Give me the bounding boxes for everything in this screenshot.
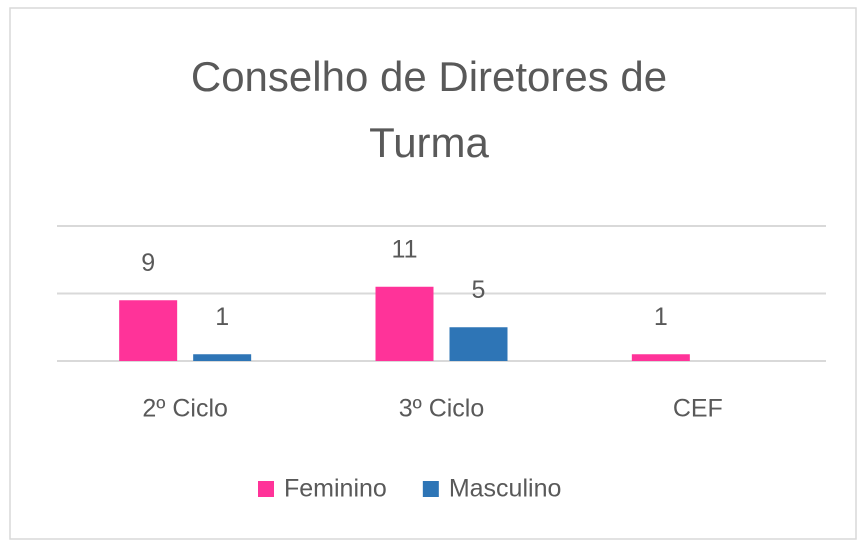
x-tick-label: 3º Ciclo	[399, 395, 485, 423]
bar	[119, 300, 178, 361]
legend-label: Masculino	[449, 475, 562, 503]
data-label: 5	[472, 276, 486, 304]
chart-border	[9, 7, 857, 540]
bar	[193, 354, 252, 361]
bar	[449, 327, 508, 361]
bar	[631, 354, 690, 361]
legend-swatch	[422, 481, 439, 497]
data-label: 11	[392, 235, 418, 263]
legend-label: Feminino	[284, 475, 387, 503]
data-label: 1	[654, 303, 668, 331]
chart-title: Conselho de Diretores de Turma	[190, 53, 668, 166]
data-label: 1	[215, 303, 229, 331]
x-tick-label: 2º Ciclo	[142, 395, 228, 423]
legend-swatch	[258, 481, 274, 497]
x-tick-label: CEF	[673, 395, 723, 423]
bar	[375, 286, 434, 361]
data-label: 9	[141, 249, 155, 277]
